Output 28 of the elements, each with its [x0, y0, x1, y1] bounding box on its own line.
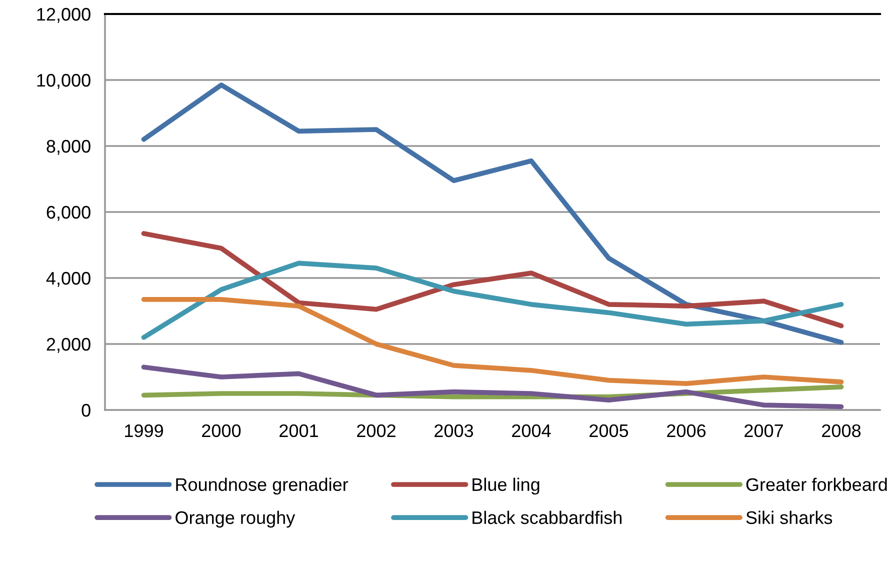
legend-label: Black scabbardfish — [472, 510, 622, 524]
x-tick-label: 2004 — [512, 424, 551, 438]
line-series — [141, 82, 844, 345]
x-tick-label: 2008 — [822, 424, 861, 438]
x-tick-label: 2003 — [434, 424, 474, 438]
x-tick-label: 2005 — [590, 424, 628, 438]
line-series — [141, 297, 844, 386]
x-tick-label: 2001 — [280, 424, 318, 438]
y-tick-label: 6,000 — [46, 206, 90, 221]
line-series — [141, 231, 844, 328]
line-series — [141, 364, 844, 410]
legend-label: Blue ling — [472, 478, 540, 495]
x-tick-label: 2007 — [744, 424, 783, 438]
y-tick-label: 12,000 — [37, 8, 90, 23]
x-tick-label: 2002 — [357, 424, 396, 438]
y-tick-label: 2,000 — [46, 338, 90, 353]
line-series — [141, 260, 844, 340]
x-tick-label: 1999 — [125, 424, 163, 438]
legend-label: Siki sharks — [746, 510, 832, 524]
y-tick-label: 10,000 — [37, 74, 90, 89]
legend-label: Orange roughy — [176, 510, 296, 528]
legend-label: Roundnose grenadier — [176, 478, 348, 495]
x-tick-label: 2006 — [667, 424, 706, 438]
x-tick-label: 2000 — [202, 424, 241, 438]
legend-label: Greater forkbeard — [746, 478, 887, 491]
y-tick-label: 0 — [82, 404, 90, 417]
y-tick-label: 8,000 — [46, 140, 90, 155]
y-tick-label: 4,000 — [46, 272, 90, 287]
